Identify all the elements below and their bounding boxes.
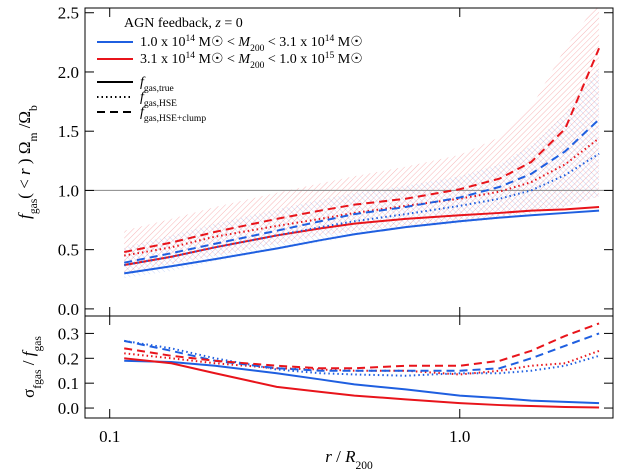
text-part: M☉ < <box>195 35 238 50</box>
text-part: gas <box>27 198 40 214</box>
text-part: M <box>237 35 251 50</box>
y-tick-label: 0.0 <box>58 399 79 418</box>
y-tick-label: 1.5 <box>58 122 79 141</box>
legend-label: fgas,HSE+clump <box>140 105 206 124</box>
text-part: gas,HSE <box>144 99 177 109</box>
text-part: 200 <box>250 61 265 71</box>
y-tick-label: 2.5 <box>58 4 79 23</box>
plot-area <box>123 322 600 409</box>
text-part: M☉ <box>334 35 363 50</box>
text-part: < 1.0 x 10 <box>264 52 324 67</box>
y-tick-label: 0.1 <box>58 374 79 393</box>
text-part: /Ω <box>15 111 34 133</box>
text-part: AGN feedback, <box>124 16 215 31</box>
text-part: 1.0 x 10 <box>140 35 186 50</box>
y-axis-label: σfgas / fgas <box>19 336 44 398</box>
text-part: R <box>344 447 356 466</box>
y-tick-label: 2.0 <box>58 63 79 82</box>
line <box>123 47 600 254</box>
line <box>124 359 600 405</box>
text-part: 200 <box>355 459 373 472</box>
legend-title: AGN feedback, z = 0 <box>124 16 243 31</box>
text-part: ( < <box>15 175 34 199</box>
text-part: r <box>15 168 34 175</box>
frame <box>84 315 614 419</box>
text-part: M <box>237 52 251 67</box>
line <box>124 206 600 267</box>
legend-label: 1.0 x 1014 M☉ < M200 < 3.1 x 1014 M☉ <box>140 34 363 54</box>
y-tick-label: 0.5 <box>58 241 79 260</box>
y-tick-label: 0.2 <box>58 349 79 368</box>
text-part: / <box>332 447 345 466</box>
text-part: b <box>27 105 40 111</box>
text-part: 14 <box>325 34 335 44</box>
text-part: 14 <box>186 51 196 61</box>
y-tick-label: 0.0 <box>58 300 79 319</box>
y-axis-label: fgas( < r ) Ωm /Ωb <box>15 105 40 219</box>
x-tick-label: 0.1 <box>99 427 120 446</box>
text-part: fgas <box>31 369 44 389</box>
text-part: σ <box>19 389 38 398</box>
line <box>124 322 600 370</box>
text-part: = 0 <box>221 16 243 31</box>
text-part: m <box>27 133 40 142</box>
line <box>124 349 600 376</box>
legend-label: 3.1 x 1014 M☉ < M200 < 1.0 x 1015 M☉ <box>140 51 363 71</box>
text-part: f <box>19 349 38 356</box>
text-part: / <box>19 356 38 369</box>
text-part: < 3.1 x 10 <box>264 35 324 50</box>
text-part: ) Ω <box>15 142 34 169</box>
y-tick-label: 1.0 <box>58 181 79 200</box>
text-part: f <box>140 105 146 120</box>
scatter-band <box>124 66 600 279</box>
text-part: 3.1 x 10 <box>140 52 186 67</box>
text-part: M☉ < <box>195 52 238 67</box>
text-part: r <box>325 447 332 466</box>
text-part: f <box>140 75 146 90</box>
text-part: f <box>15 212 34 219</box>
text-part: gas,HSE+clump <box>144 114 206 124</box>
x-tick-label: 1.0 <box>449 427 470 446</box>
text-part: 200 <box>250 44 265 54</box>
text-part: gas,true <box>144 84 174 94</box>
y-tick-label: 0.3 <box>58 324 79 343</box>
text-part: f <box>140 90 146 105</box>
x-axis-label: r / R200 <box>325 447 373 472</box>
text-part: gas <box>31 336 44 352</box>
line <box>124 357 600 409</box>
legend-label: fgas,HSE <box>140 90 177 109</box>
text-part: 15 <box>325 51 335 61</box>
text-part: M☉ <box>334 52 363 67</box>
legend-label: fgas,true <box>140 75 174 94</box>
line <box>124 209 600 275</box>
text-part: 14 <box>186 34 196 44</box>
plot-area <box>85 8 613 279</box>
line <box>123 118 600 264</box>
text-part: z <box>214 16 221 31</box>
